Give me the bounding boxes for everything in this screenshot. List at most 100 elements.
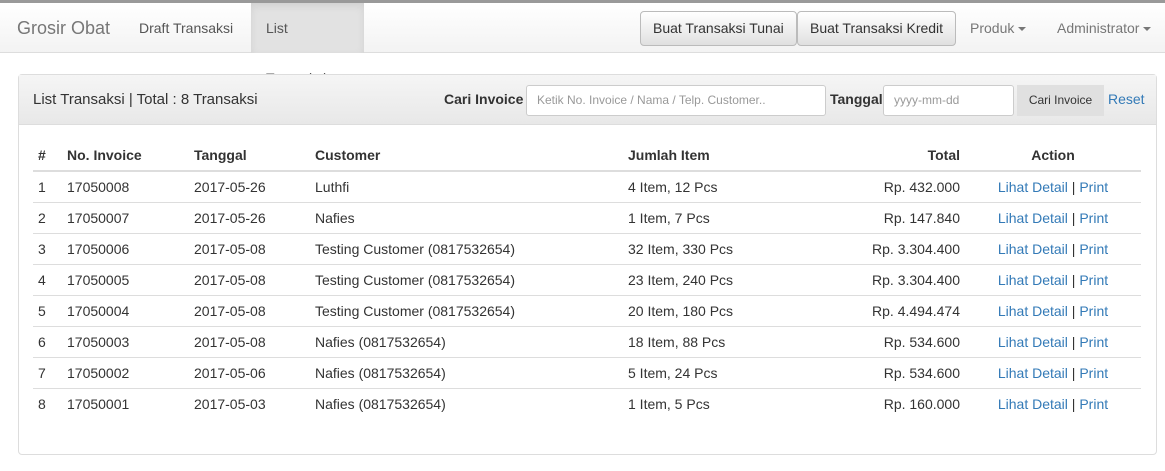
invoice-number: 17050002 [62, 356, 189, 388]
date: 2017-05-26 [189, 170, 310, 202]
column-header: Customer [310, 140, 623, 172]
item-count: 5 Item, 24 Pcs [623, 356, 827, 388]
separator: | [1071, 271, 1076, 288]
action-cell: Lihat Detail | Print [965, 387, 1141, 419]
administrator-dropdown[interactable]: Administrator [1057, 3, 1152, 53]
total: Rp. 4.494.474 [827, 294, 965, 326]
transaction-table: # No. Invoice Tanggal Customer Jumlah Item To… [33, 140, 1141, 419]
table-row: 2 17050007 2017-05-26 Nafies 1 Item, 7 Pcs Rp… [33, 201, 1141, 233]
date: 2017-05-26 [189, 201, 310, 233]
lihat-detail-link[interactable]: Lihat Detail [997, 240, 1068, 257]
row-number: 3 [33, 232, 62, 264]
print-link[interactable]: Print [1079, 240, 1109, 257]
date: 2017-05-08 [189, 232, 310, 264]
column-header: # [33, 140, 62, 172]
navbar: Grosir Obat Draft Transaksi List Transak… [0, 3, 1165, 86]
item-count: 1 Item, 7 Pcs [623, 201, 827, 233]
table-row: 1 17050008 2017-05-26 Luthfi 4 Item, 12 Pcs R… [33, 170, 1141, 202]
date-input[interactable]: yyyy-mm-dd [883, 85, 1014, 116]
invoice-number: 17050004 [62, 294, 189, 326]
nav-draft-transaksi[interactable]: Draft Transaksi [139, 20, 234, 36]
table-row: 6 17050003 2017-05-08 Nafies (0817532654) 18… [33, 325, 1141, 357]
total: Rp. 534.600 [827, 356, 965, 388]
column-header: Total [827, 140, 965, 172]
column-header: Action [965, 140, 1141, 172]
action-cell: Lihat Detail | Print [965, 232, 1141, 264]
separator: | [1071, 240, 1076, 257]
reset-link[interactable]: Reset [1108, 91, 1145, 107]
print-link[interactable]: Print [1079, 178, 1109, 195]
customer: Testing Customer (0817532654) [310, 294, 623, 326]
action-cell: Lihat Detail | Print [965, 201, 1141, 233]
invoice-number: 17050003 [62, 325, 189, 357]
invoice-number: 17050005 [62, 263, 189, 295]
print-link[interactable]: Print [1079, 209, 1109, 226]
lihat-detail-link[interactable]: Lihat Detail [997, 271, 1068, 288]
panel-title: List Transaksi | Total : 8 Transaksi [33, 91, 258, 108]
table-row: 7 17050002 2017-05-06 Nafies (0817532654) 5 … [33, 356, 1141, 388]
transaction-panel: List Transaksi | Total : 8 Transaksi Car… [18, 74, 1157, 455]
item-count: 23 Item, 240 Pcs [623, 263, 827, 295]
lihat-detail-link[interactable]: Lihat Detail [997, 333, 1068, 350]
item-count: 4 Item, 12 Pcs [623, 170, 827, 202]
table-row: 8 17050001 2017-05-03 Nafies (0817532654) 1 … [33, 387, 1141, 419]
table-row: 4 17050005 2017-05-08 Testing Customer (081… [33, 263, 1141, 295]
lihat-detail-link[interactable]: Lihat Detail [997, 395, 1068, 412]
total: Rp. 160.000 [827, 387, 965, 419]
row-number: 7 [33, 356, 62, 388]
action-cell: Lihat Detail | Print [965, 263, 1141, 295]
caret-down-icon [1143, 27, 1152, 32]
total: Rp. 3.304.400 [827, 232, 965, 264]
action-cell: Lihat Detail | Print [965, 356, 1141, 388]
invoice-number: 17050008 [62, 170, 189, 202]
column-header: No. Invoice [62, 140, 189, 172]
total: Rp. 432.000 [827, 170, 965, 202]
row-number: 1 [33, 170, 62, 202]
lihat-detail-link[interactable]: Lihat Detail [997, 178, 1068, 195]
customer: Nafies [310, 201, 623, 233]
invoice-number: 17050001 [62, 387, 189, 419]
buat-transaksi-tunai-button[interactable]: Buat Transaksi Tunai [640, 11, 797, 46]
action-cell: Lihat Detail | Print [965, 294, 1141, 326]
lihat-detail-link[interactable]: Lihat Detail [997, 302, 1068, 319]
lihat-detail-link[interactable]: Lihat Detail [997, 364, 1068, 381]
separator: | [1071, 395, 1076, 412]
table-header: # No. Invoice Tanggal Customer Jumlah Item To… [33, 140, 1141, 172]
print-link[interactable]: Print [1079, 302, 1109, 319]
administrator-label: Administrator [1057, 20, 1140, 36]
date-label: Tanggal [830, 91, 883, 107]
print-link[interactable]: Print [1079, 395, 1109, 412]
produk-label: Produk [970, 20, 1015, 36]
column-header: Jumlah Item [623, 140, 827, 172]
separator: | [1071, 209, 1076, 226]
produk-dropdown[interactable]: Produk [970, 3, 1027, 53]
date: 2017-05-06 [189, 356, 310, 388]
customer: Nafies (0817532654) [310, 387, 623, 419]
date: 2017-05-08 [189, 294, 310, 326]
search-button[interactable]: Cari Invoice [1017, 85, 1104, 116]
item-count: 20 Item, 180 Pcs [623, 294, 827, 326]
search-input[interactable]: Ketik No. Invoice / Nama / Telp. Custome… [526, 85, 826, 116]
table-row: 3 17050006 2017-05-08 Testing Customer (081… [33, 232, 1141, 264]
buat-transaksi-kredit-button[interactable]: Buat Transaksi Kredit [797, 11, 957, 46]
action-cell: Lihat Detail | Print [965, 325, 1141, 357]
date: 2017-05-08 [189, 325, 310, 357]
invoice-number: 17050007 [62, 201, 189, 233]
item-count: 1 Item, 5 Pcs [623, 387, 827, 419]
row-number: 5 [33, 294, 62, 326]
brand[interactable]: Grosir Obat [17, 18, 111, 38]
row-number: 2 [33, 201, 62, 233]
separator: | [1071, 178, 1076, 195]
separator: | [1071, 302, 1076, 319]
print-link[interactable]: Print [1079, 364, 1109, 381]
separator: | [1071, 364, 1076, 381]
nav-list-transaksi[interactable]: List Transaksi [251, 3, 364, 86]
search-label: Cari Invoice [444, 91, 524, 107]
action-cell: Lihat Detail | Print [965, 170, 1141, 202]
print-link[interactable]: Print [1079, 333, 1109, 350]
print-link[interactable]: Print [1079, 271, 1109, 288]
row-number: 8 [33, 387, 62, 419]
invoice-number: 17050006 [62, 232, 189, 264]
lihat-detail-link[interactable]: Lihat Detail [997, 209, 1068, 226]
customer: Luthfi [310, 170, 623, 202]
